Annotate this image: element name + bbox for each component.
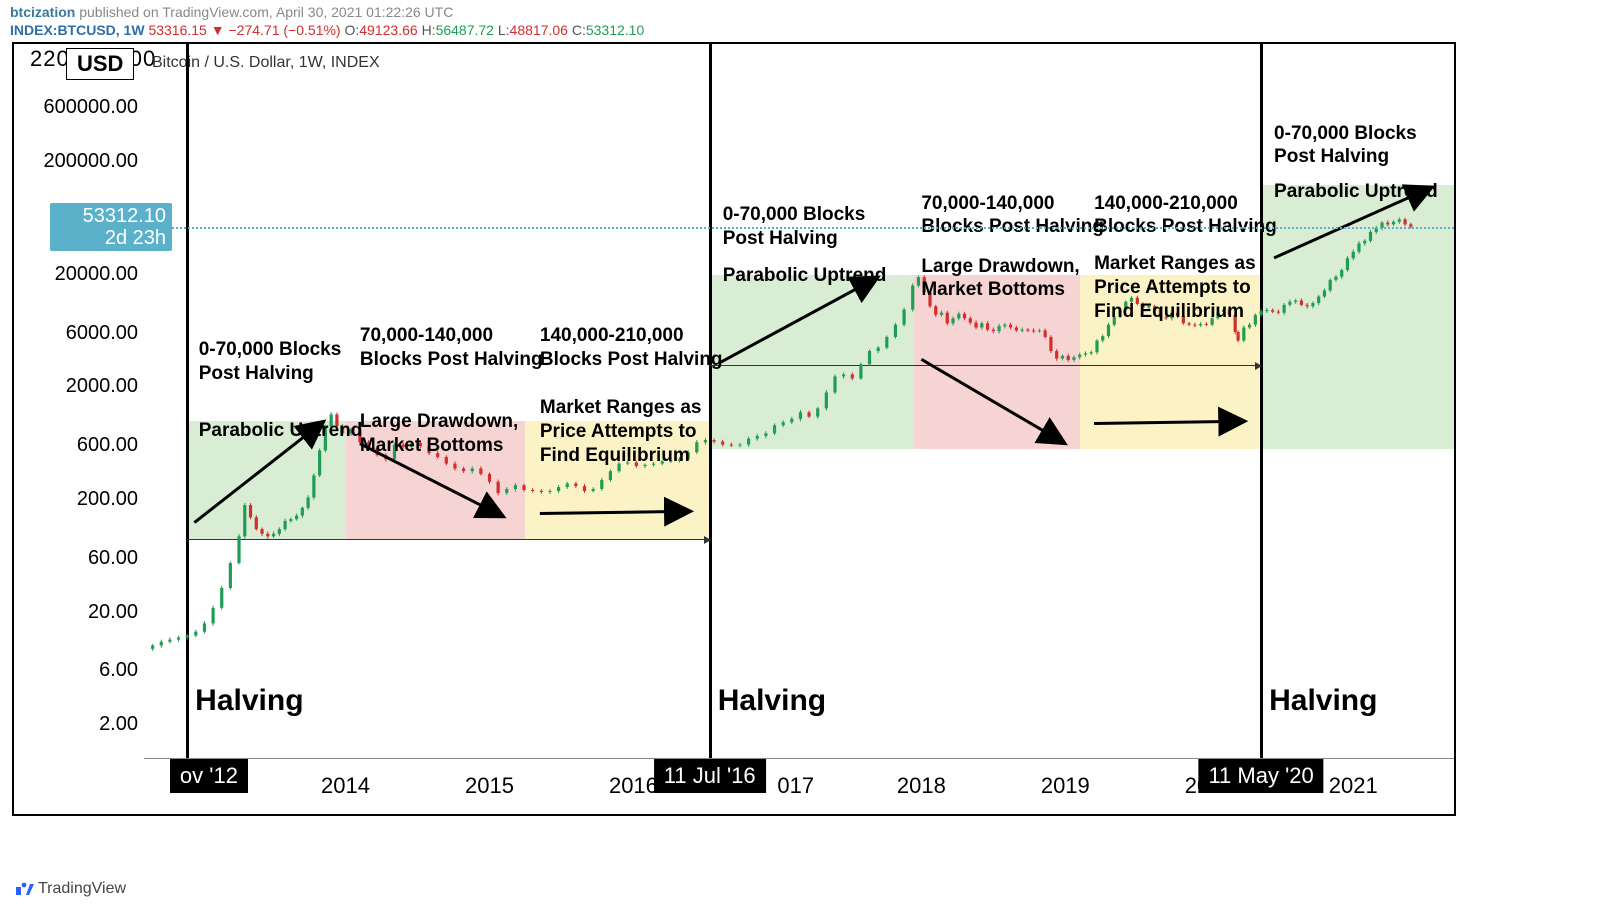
ohlc-open: 49123.66	[359, 22, 417, 38]
x-axis-label: 2021	[1329, 773, 1378, 799]
x-axis-date-badge: 11 Jul '16	[654, 759, 766, 793]
x-axis-label: 2015	[465, 773, 514, 799]
symbol-label: INDEX:BTCUSD, 1W	[10, 22, 145, 38]
y-axis-label: 2.00	[14, 713, 138, 736]
ohlc-low: 48817.06	[510, 22, 568, 38]
annotation-text: 0-70,000 BlocksPost Halving	[1274, 122, 1417, 170]
x-axis: ov '12 2014 2015 201611 Jul '16 017 2018 2019 2…	[144, 758, 1454, 814]
y-axis-label: 20.00	[14, 601, 138, 624]
y-axis-label: 600000.00	[14, 96, 138, 119]
down-arrow-icon: ▼	[211, 22, 225, 38]
y-axis-label: 6.00	[14, 659, 138, 682]
annotation-text: 70,000-140,000Blocks Post Halving	[360, 324, 543, 372]
change-pct: (−0.51%)	[283, 22, 340, 38]
change-value: −274.71	[229, 22, 280, 38]
x-axis-date-badge: 11 May '20	[1198, 759, 1323, 793]
x-axis-label: 017	[777, 773, 814, 799]
candle-layer	[144, 44, 1454, 759]
usd-badge: USD	[66, 48, 134, 80]
tradingview-label: TradingView	[38, 880, 126, 897]
last-price: 53316.15	[148, 22, 206, 38]
annotation-text: Large Drawdown,Market Bottoms	[360, 410, 518, 458]
annotation-text: 140,000-210,000Blocks Post Halving	[540, 324, 723, 372]
x-axis-label: 2018	[897, 773, 946, 799]
plot-area[interactable]: HalvingHalvingHalving0-70,000 BlocksPost…	[144, 44, 1454, 759]
chart-attribution: btcization published on TradingView.com,…	[10, 4, 453, 20]
y-axis-label: 200000.00	[14, 150, 138, 173]
y-axis-label: 200.00	[14, 488, 138, 511]
ohlc-line: INDEX:BTCUSD, 1W 53316.15 ▼ −274.71 (−0.…	[10, 22, 644, 38]
y-axis-label: 600.00	[14, 434, 138, 457]
annotation-text: Parabolic Uptrend	[723, 264, 887, 288]
annotation-text: Parabolic Uptrend	[1274, 180, 1438, 204]
annotation-text: Large Drawdown,Market Bottoms	[921, 255, 1079, 303]
x-axis-date-badge: ov '12	[170, 759, 248, 793]
y-axis-label: 20000.00	[14, 263, 138, 286]
ohlc-high: 56487.72	[436, 22, 494, 38]
x-axis-label: 2016	[609, 773, 658, 799]
annotation-text: Parabolic Uptrend	[199, 419, 363, 443]
y-axis-label: 2000.00	[14, 375, 138, 398]
author-name: btcization	[10, 4, 75, 20]
trend-arrow	[921, 359, 1065, 443]
x-axis-label: 2014	[321, 773, 370, 799]
tradingview-logo: TradingView	[14, 880, 126, 898]
x-axis-label: 2019	[1041, 773, 1090, 799]
trend-arrow	[720, 277, 878, 363]
annotation-text: 140,000-210,000Blocks Post Halving	[1094, 192, 1277, 240]
trend-arrow	[540, 511, 691, 513]
ohlc-close: 53312.10	[586, 22, 644, 38]
y-axis-label: 6000.00	[14, 322, 138, 345]
annotation-text: Market Ranges asPrice Attempts toFind Eq…	[1094, 252, 1256, 323]
annotation-text: Market Ranges asPrice Attempts toFind Eq…	[540, 396, 702, 467]
annotation-text: 70,000-140,000Blocks Post Halving	[921, 192, 1104, 240]
published-text: published on TradingView.com, April 30, …	[79, 4, 453, 20]
y-axis-label: 60.00	[14, 547, 138, 570]
chart-frame: 2200000.00 USD Bitcoin / U.S. Dollar, 1W…	[12, 42, 1456, 816]
trend-arrow	[1094, 421, 1245, 423]
price-dotted-line	[144, 227, 1454, 229]
annotation-text: 0-70,000 BlocksPost Halving	[199, 338, 342, 386]
